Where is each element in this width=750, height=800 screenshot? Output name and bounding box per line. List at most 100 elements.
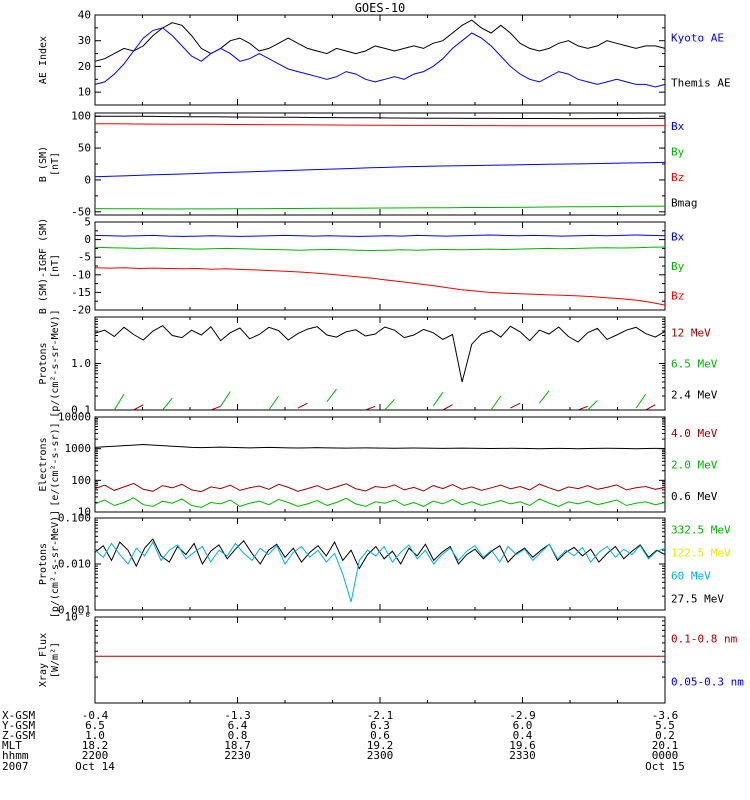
axis-row-value: -1.3: [224, 709, 251, 722]
y-axis-unit: [p/(cm²-s-sr-MeV)]: [50, 510, 61, 618]
axis-row-value: 6.5: [85, 719, 105, 732]
y-tick-label: 10⁻⁶: [65, 611, 92, 624]
y-tick-label: 10000: [58, 411, 91, 424]
y-axis-title: Protons: [38, 543, 49, 585]
axis-row-label: MLT: [2, 739, 22, 752]
panel-frame: [94, 14, 666, 106]
axis-row-value: 6.3: [370, 719, 390, 732]
axis-row-value: 1.0: [85, 729, 105, 742]
y-tick-label: 100: [71, 110, 91, 123]
axis-row-value: 18.7: [224, 739, 251, 752]
series-themis-ae: [94, 19, 666, 62]
y-tick-label: 0: [84, 233, 91, 246]
axis-row-value: 5.5: [655, 719, 675, 732]
series-label: 0.1-0.8 nm: [671, 633, 738, 646]
axis-row-value: 2200: [82, 749, 109, 762]
y-axis-title: B (SM): [38, 146, 49, 182]
series-12-mev: [133, 402, 656, 411]
y-axis-unit: [W/m²]: [50, 642, 61, 678]
series-label: Bx: [671, 231, 685, 244]
axis-row-value: Oct 14: [75, 760, 115, 773]
series-6.5-mev: [113, 388, 647, 411]
series-by: [94, 246, 666, 252]
series-label: 0.05-0.3 nm: [671, 676, 744, 689]
axis-row-value: -2.1: [367, 709, 394, 722]
panel-xray-flux: 10⁻⁶ Xray Flux [W/m²] 0.1-0.8 nm 0.05-0.3 nm: [38, 611, 744, 704]
y-tick-label: 0.001: [58, 604, 91, 617]
y-axis-unit: [nT]: [50, 254, 61, 278]
axis-row-value: 18.2: [82, 739, 109, 752]
series-bz: [94, 267, 666, 306]
axis-row-value: 19.6: [509, 739, 536, 752]
axis-row-value: 0.6: [370, 729, 390, 742]
series-by: [94, 205, 666, 210]
y-axis-unit: [p/(cm²-s-sr-MeV)]: [50, 309, 61, 417]
y-axis-title: AE Index: [38, 36, 49, 84]
y-tick-label: 0.1: [71, 404, 91, 417]
panel-frame: [94, 416, 666, 513]
y-tick-label: 0.010: [58, 558, 91, 571]
series-label: Bz: [671, 289, 684, 302]
y-tick-label: -10: [71, 268, 91, 281]
panel-frame: [94, 616, 666, 704]
series-label: 332.5 MeV: [671, 524, 731, 537]
y-axis-title: Xray Flux: [38, 633, 49, 687]
series-bmag: [95, 115, 665, 120]
y-tick-label: 20: [78, 60, 91, 73]
axis-row-label: Z-GSM: [2, 729, 35, 742]
y-axis-unit: [e/(cm²-s-sr)]: [50, 422, 61, 506]
axis-row-value: 0000: [652, 749, 679, 762]
series-2.4-mev: [94, 325, 666, 383]
axis-row-label: Y-GSM: [2, 719, 35, 732]
y-tick-label: 100: [71, 474, 91, 487]
x-axis-rows: X-GSM -0.4 -1.3 -2.1 -2.9 -3.6 Y-GSM 6.5 6.4 6.3 6…: [2, 709, 685, 773]
axis-row-value: -3.6: [652, 709, 679, 722]
axis-row-value: 2300: [367, 749, 394, 762]
axis-row-value: 2330: [509, 749, 536, 762]
panel-b-sm: -50 0 50 100 B (SM) [nT] Bx By Bz Bmag: [38, 110, 698, 219]
series-label: 4.0 MeV: [671, 427, 718, 440]
axis-row-value: 6.0: [513, 719, 533, 732]
panel-protons-low: 0.1 1.0 Protons [p/(cm²-s-sr-MeV)] 12 MeV 6.5…: [38, 309, 718, 417]
y-tick-label: 50: [78, 142, 91, 155]
axis-row-value: 0.8: [228, 729, 248, 742]
y-axis-title: Protons: [38, 342, 49, 384]
series-bz: [95, 123, 666, 127]
y-tick-label: -50: [71, 205, 91, 218]
panel-protons-high: 0.001 0.010 0.100 Protons [p/(cm²-s-sr-MeV)]…: [38, 510, 731, 618]
series-label: 2.4 MeV: [671, 389, 718, 402]
series-label: Bz: [671, 171, 684, 184]
axis-row-value: Oct 15: [645, 760, 685, 773]
series-2.0-mev: [94, 482, 666, 493]
series-label: 122.5 MeV: [671, 547, 731, 560]
y-tick-label: 30: [78, 34, 91, 47]
series-27.5-mev: [94, 538, 666, 570]
series-bx: [94, 234, 666, 237]
y-tick-label: -15: [71, 286, 91, 299]
y-tick-label: 0.100: [58, 512, 91, 525]
series-label: 12 MeV: [671, 327, 711, 340]
series-label: Themis AE: [671, 77, 731, 90]
axis-row-value: -0.4: [82, 709, 109, 722]
series-0.6-mev: [94, 443, 666, 450]
series-label: Bmag: [671, 196, 698, 209]
series-label: By: [671, 145, 685, 158]
series-kyoto-ae: [94, 27, 666, 88]
series-label: 60 MeV: [671, 570, 711, 583]
series-label: Kyoto AE: [671, 32, 724, 45]
axis-row-label: X-GSM: [2, 709, 35, 722]
series-label: By: [671, 260, 685, 273]
axis-row-label: 2007: [2, 760, 29, 773]
y-tick-label: 40: [78, 9, 91, 22]
y-axis-title: Electrons: [38, 437, 49, 491]
axis-row-value: 0.2: [655, 729, 675, 742]
series-label: 27.5 MeV: [671, 593, 724, 606]
y-tick-label: 1000: [65, 442, 92, 455]
series-label: Bx: [671, 120, 685, 133]
y-tick-label: 5: [84, 216, 91, 229]
y-tick-label: -20: [71, 304, 91, 317]
y-tick-label: 1.0: [71, 357, 91, 370]
axis-row-value: 2230: [224, 749, 251, 762]
y-tick-label: 10: [78, 86, 91, 99]
